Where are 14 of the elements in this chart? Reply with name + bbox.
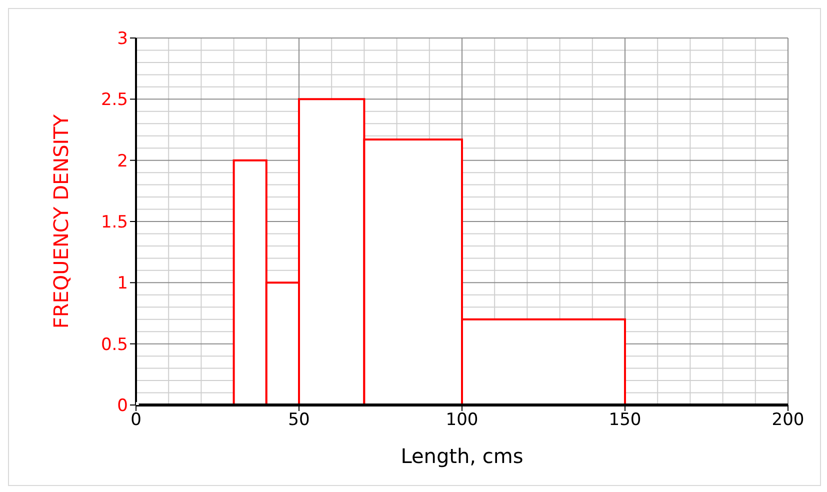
x-axis-title: Length, cms [400,444,524,468]
y-tick-label: 0.5 [100,334,128,355]
y-tick-label: 0 [117,396,128,416]
x-tick-label: 100 [446,410,478,430]
y-tick-label: 2 [117,151,128,172]
y-tick-label: 1.5 [100,212,128,233]
y-axis-title: FREQUENCY DENSITY [49,114,74,329]
x-tick-label: 0 [130,410,142,430]
y-tick-label: 2.5 [100,90,128,110]
x-tick-label: 150 [608,410,642,430]
x-tick-label: 50 [288,410,310,430]
y-tick-label: 3 [117,29,128,50]
x-tick-label: 200 [772,410,804,430]
y-tick-label: 1 [117,274,128,294]
